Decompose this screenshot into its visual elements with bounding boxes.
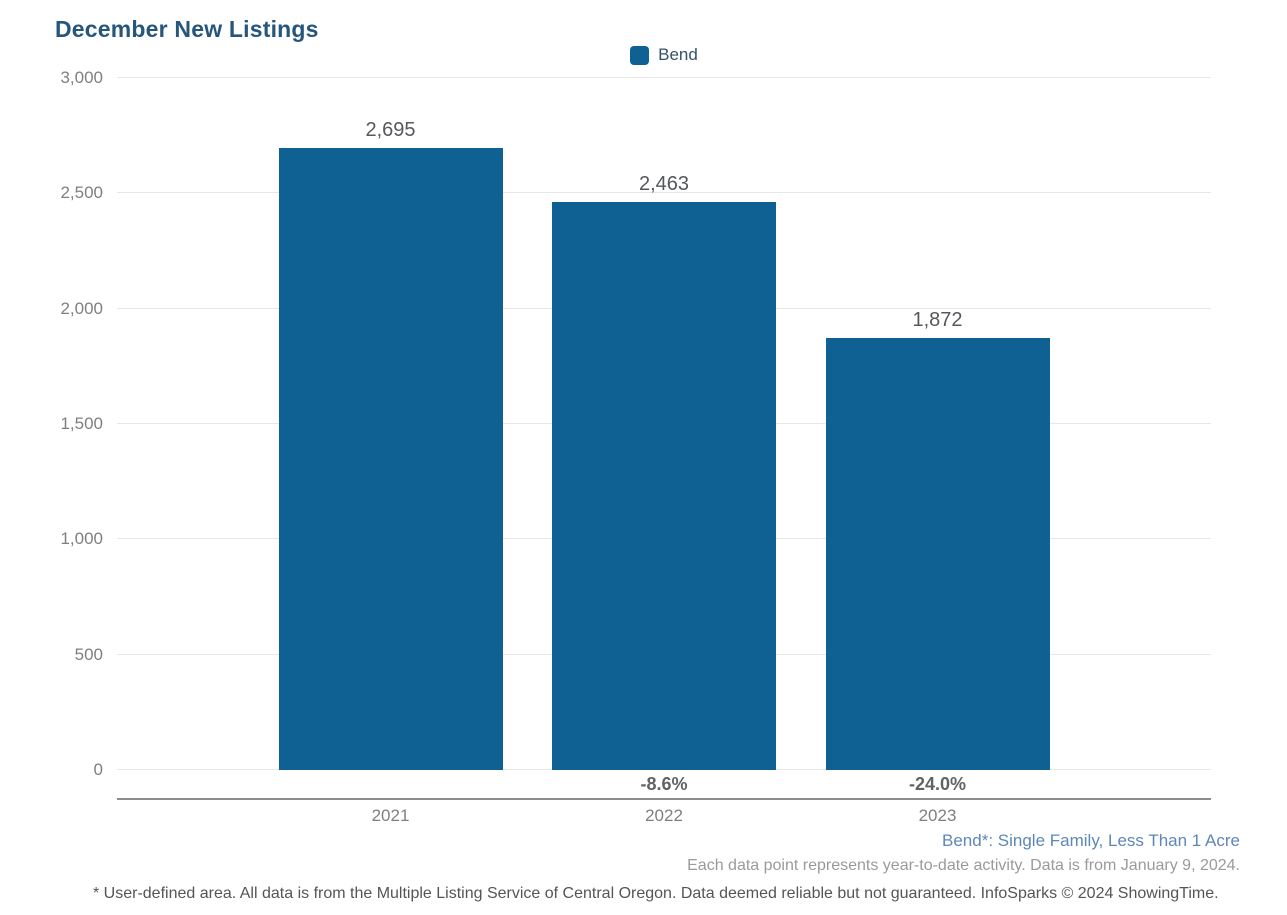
plot-area: 2,695 2,463 1,872: [117, 77, 1211, 770]
footnote-area-definition: Bend*: Single Family, Less Than 1 Acre: [942, 831, 1240, 850]
bar-value-label: 1,872: [912, 309, 963, 332]
gridline: [117, 192, 1211, 194]
footnote-disclaimer: * User-defined area. All data is from th…: [93, 885, 1219, 902]
pct-change-2023: -24.0%: [908, 774, 967, 794]
y-axis-tick-label: 0: [93, 760, 103, 779]
bar-2022[interactable]: [552, 201, 776, 770]
y-axis-tick-label: 3,000: [60, 68, 103, 87]
bar-value-label: 2,695: [365, 119, 416, 142]
y-axis-tick-label: 1,000: [60, 529, 103, 549]
legend[interactable]: Bend: [117, 45, 1211, 65]
y-axis: 0 500 1,000 1,500 2,000 2,500 3,000: [0, 68, 103, 779]
y-axis-tick-label: 2,000: [60, 298, 103, 318]
footnote-data-note: Each data point represents year-to-date …: [687, 857, 1240, 874]
bar-group-2022: 2,463: [552, 78, 776, 770]
x-axis-tick-label-2021: 2021: [371, 806, 410, 825]
legend-label: Bend: [658, 45, 698, 64]
x-axis: 2021 2022 2023: [117, 806, 1211, 828]
legend-swatch-icon: [630, 45, 650, 65]
page-title: December New Listings: [55, 16, 319, 42]
bar-group-2021: 2,695: [278, 78, 503, 770]
x-axis-line: [117, 798, 1211, 800]
pct-change-2022: -8.6%: [640, 774, 688, 794]
y-axis-tick-label: 500: [74, 644, 103, 664]
x-axis-tick-label-2022: 2022: [645, 806, 683, 825]
bar-value-label: 2,463: [638, 172, 690, 195]
bar-2023[interactable]: [825, 338, 1050, 770]
y-axis-tick-label: 2,500: [60, 183, 103, 203]
pct-change-row: -8.6% -24.0%: [117, 774, 1211, 798]
bar-2021[interactable]: [278, 148, 503, 770]
y-axis-tick-label: 1,500: [60, 414, 103, 433]
bar-group-2023: 1,872: [825, 78, 1050, 770]
x-axis-tick-label-2023: 2023: [918, 806, 957, 825]
gridline: [117, 77, 1211, 78]
